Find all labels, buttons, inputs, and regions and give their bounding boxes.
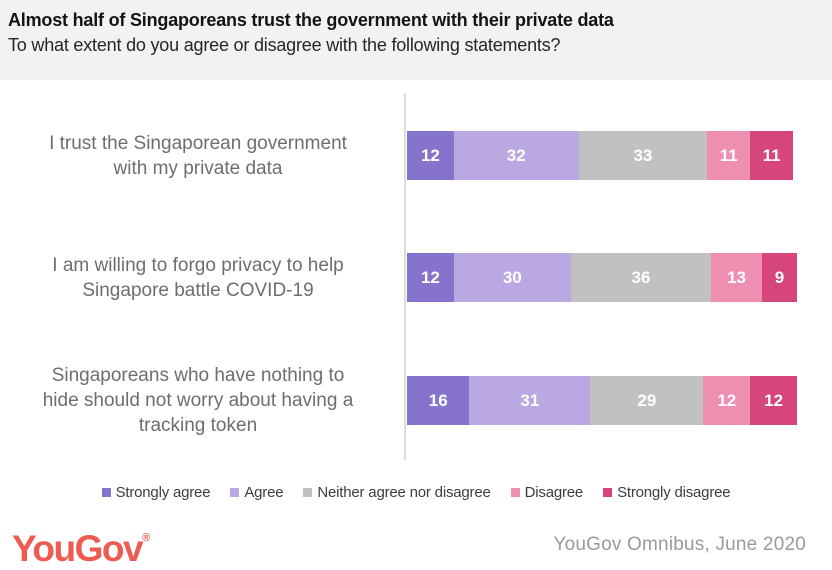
bar-row: I trust the Singaporean government with … [0,131,832,180]
legend-label: Neither agree nor disagree [317,483,491,501]
legend-item-agree: Agree [230,483,284,501]
bar-segment-agree: 32 [453,131,579,180]
legend-item-disagree: Disagree [510,483,584,501]
legend-marker-icon [230,487,240,497]
legend-item-neither-agree-nor-disagree: Neither agree nor disagree [303,483,491,501]
legend-item-strongly-disagree: Strongly disagree [603,483,731,501]
chart-subtitle: To what extent do you agree or disagree … [8,35,561,55]
bar-value: 36 [631,267,651,287]
bar-segment-strongly-agree: 16 [407,376,470,425]
bar-stack: 12 30 36 13 9 [407,253,797,302]
legend-label: Strongly disagree [617,483,731,501]
bar-segment-strongly-agree: 12 [407,131,454,180]
bar-stack: 12 32 33 11 11 [407,131,794,180]
category-label: I trust the Singaporean government with … [49,132,347,179]
legend-label: Agree [244,483,284,501]
bar-segment-neither-agree-nor-disagree: 33 [578,131,708,180]
bar-segment-disagree: 11 [707,131,751,180]
legend-marker-icon [303,487,313,497]
bar-stack: 16 31 29 12 12 [407,376,797,425]
logo-text: YouGov [12,528,144,569]
bar-segment-strongly-disagree: 11 [750,131,794,180]
bar-value: 9 [774,267,785,287]
bar-segment-disagree: 13 [711,253,762,302]
bar-value: 12 [420,145,440,165]
bar-segment-strongly-disagree: 12 [750,376,797,425]
legend: Strongly agree Agree Neither agree nor dis… [0,481,832,503]
bar-segment-strongly-agree: 12 [407,253,454,302]
source-caption: YouGov Omnibus, June 2020 [553,534,806,555]
chart-title: Almost half of Singaporeans trust the go… [8,10,614,30]
bar-segment-strongly-disagree: 9 [761,253,797,302]
legend-label: Disagree [524,483,584,501]
bar-value: 11 [719,145,738,165]
bar-value: 16 [428,390,448,410]
bar-row: Singaporeans who have nothing to hide sh… [0,365,832,436]
bar-value: 13 [727,267,746,287]
bar-value: 12 [717,390,737,410]
bar-segment-disagree: 12 [703,376,751,425]
legend-marker-icon [510,487,520,497]
bar-segment-neither-agree-nor-disagree: 36 [570,253,712,302]
legend-marker-icon [101,487,111,497]
baseline-axis [404,93,406,460]
bar-segment-agree: 30 [453,253,571,302]
bar-value: 30 [502,267,522,287]
bar-value: 29 [637,390,657,410]
legend-marker-icon [603,487,613,497]
bar-value: 31 [520,390,540,410]
yougov-logo: YouGov® [12,518,150,569]
registered-mark-icon: ® [142,532,151,544]
header: Almost half of Singaporeans trust the go… [0,0,832,80]
bar-segment-agree: 31 [469,376,591,425]
bar-value: 12 [420,267,440,287]
category-label: I am willing to forgo privacy to help Si… [52,254,344,301]
bar-row: I am willing to forgo privacy to help Si… [0,253,832,302]
bar-value: 12 [764,390,784,410]
legend-label: Strongly agree [115,483,211,501]
legend-item-strongly-agree: Strongly agree [101,483,211,501]
category-label: Singaporeans who have nothing to hide sh… [42,365,354,436]
bar-value: 11 [762,145,781,165]
bar-segment-neither-agree-nor-disagree: 29 [590,376,704,425]
bar-value: 32 [506,145,526,165]
bar-value: 33 [633,145,653,165]
